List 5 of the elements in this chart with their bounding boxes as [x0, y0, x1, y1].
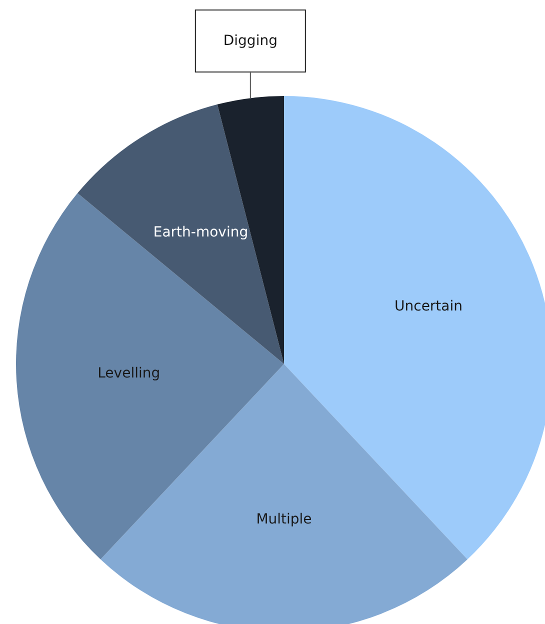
- slice-label: Digging: [223, 32, 278, 49]
- slice-label: Multiple: [256, 511, 312, 528]
- slice-label: Earth-moving: [153, 224, 248, 241]
- slice-label: Levelling: [98, 366, 160, 382]
- slice-label: Uncertain: [394, 298, 463, 315]
